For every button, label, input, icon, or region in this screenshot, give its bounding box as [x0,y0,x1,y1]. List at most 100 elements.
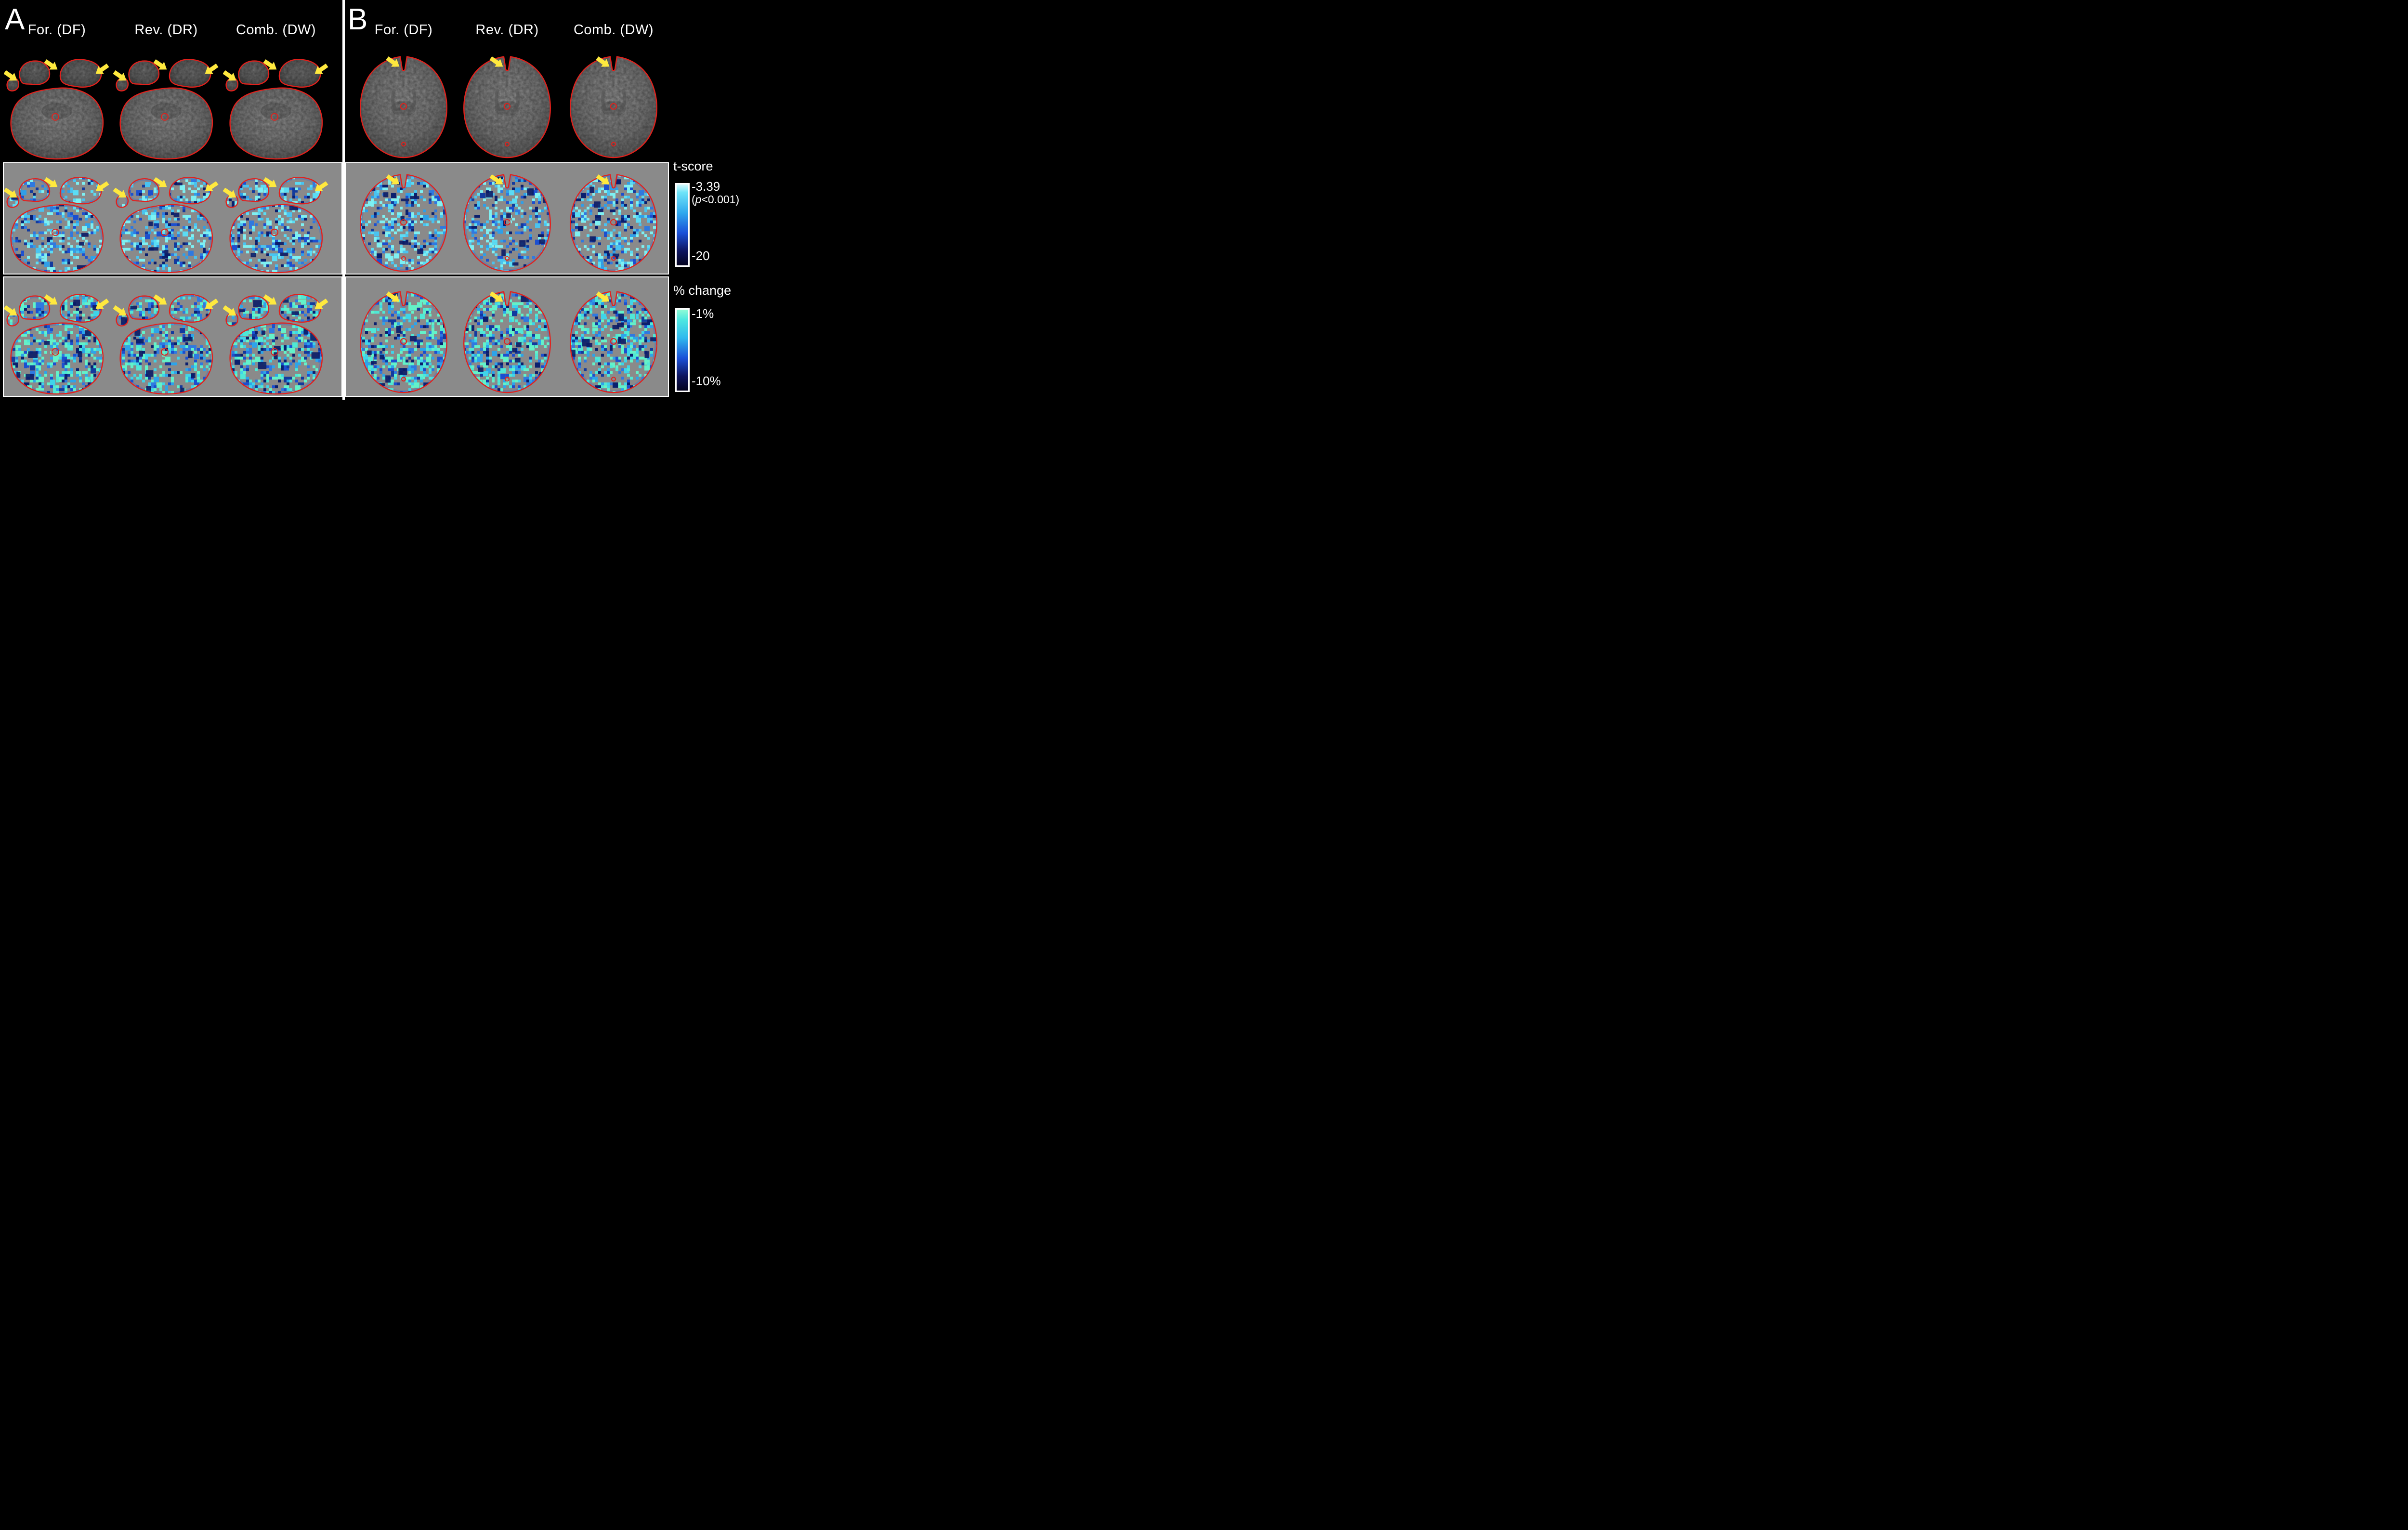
brain-B-col1-tscore [360,174,447,272]
arrow-icon [596,174,610,184]
arrow-icon [205,63,219,74]
brain-A-col2-pchange [113,294,219,395]
brain-B-col2-pchange [463,291,551,393]
brain-contour [6,78,20,92]
brain-contour [570,174,657,272]
tscore-legend-title: t-score [673,159,713,173]
brain-contour [116,313,129,327]
brain-contour [238,295,270,320]
brain-contour [119,87,213,160]
arrow-icon [596,56,610,67]
brain-B-col1-anat [360,56,447,158]
brain-A-col3-tscore [223,176,328,274]
brain-contour [360,291,447,393]
brain-contour [229,322,323,395]
brain-contour [169,294,211,323]
brain-contour [19,178,51,202]
arrow-icon [314,63,328,74]
arrow-icon [95,181,109,191]
brain-A-col1-anat [4,59,109,160]
brain-contour [6,195,20,208]
brain-contour [169,176,211,205]
arrow-icon [95,63,109,74]
brain-contour [278,59,321,88]
brain-contour [128,295,160,320]
brain-B-col1-pchange [360,291,447,393]
brain-contour [119,322,213,395]
pchange-colorbar [675,308,690,392]
column-label-a-combined: Comb. (DW) [236,22,316,38]
arrow-icon [153,177,167,187]
arrow-icon [263,59,277,70]
brain-B-col2-tscore [463,174,551,272]
arrow-icon [113,305,127,316]
pchange-min-label: -10% [692,374,721,388]
arrow-icon [386,56,400,67]
brain-contour [59,294,102,323]
arrow-icon [386,174,400,184]
panel-b-label: B [348,3,368,36]
brain-contour [116,195,129,208]
brain-A-col2-tscore [113,176,219,274]
column-label-b-reverse: Rev. (DR) [475,22,539,38]
brain-contour [463,56,551,158]
arrow-icon [4,70,17,81]
arrow-icon [205,181,219,191]
column-label-a-forward: For. (DF) [27,22,86,38]
arrow-icon [223,305,236,316]
brain-contour [463,174,551,272]
brain-A-col2-anat [113,59,219,160]
brain-contour [278,294,321,323]
p-prefix: ( [692,193,695,206]
arrow-icon [153,294,167,305]
brain-contour [128,60,160,85]
arrow-icon [205,298,219,309]
arrow-icon [44,177,58,187]
pchange-max-label: -1% [692,306,714,321]
brain-A-col3-anat [223,59,328,160]
tscore-p-threshold: (p<0.001) [692,193,739,206]
brain-contour [19,295,51,320]
figure-root: A For. (DF) Rev. (DR) Comb. (DW) B For. … [0,0,755,400]
arrow-icon [489,291,503,302]
arrow-icon [44,294,58,305]
brain-contour [6,313,20,327]
column-label-a-reverse: Rev. (DR) [134,22,198,38]
arrow-icon [95,298,109,309]
brain-contour [10,322,104,395]
tscore-colorbar [675,183,690,267]
panel-separator [342,0,345,400]
brain-B-col3-tscore [570,174,657,272]
arrow-icon [489,174,503,184]
brain-contour [59,59,102,88]
pchange-legend-title: % change [673,283,732,298]
column-label-b-combined: Comb. (DW) [573,22,654,38]
brain-contour [119,204,213,274]
p-suffix: <0.001) [701,193,740,206]
brain-contour [360,174,447,272]
brain-A-col1-pchange [4,294,109,395]
arrow-icon [596,291,610,302]
arrow-icon [4,187,17,198]
brain-contour [229,87,323,160]
brain-contour [278,176,321,205]
arrow-icon [113,187,127,198]
brain-contour [238,60,270,85]
panel-a-label: A [5,3,25,36]
arrow-icon [263,294,277,305]
brain-contour [169,59,211,88]
brain-contour [463,291,551,393]
tscore-min-label: -20 [692,248,710,263]
arrow-icon [113,70,127,81]
brain-contour [229,204,323,274]
tscore-max-label: -3.39 [692,179,720,194]
brain-contour [10,87,104,160]
arrow-icon [489,56,503,67]
arrow-icon [4,305,17,316]
brain-contour [360,56,447,158]
p-symbol: p [695,193,702,206]
brain-contour [225,195,239,208]
brain-contour [128,178,160,202]
brain-contour [59,176,102,205]
brain-A-col1-tscore [4,176,109,274]
